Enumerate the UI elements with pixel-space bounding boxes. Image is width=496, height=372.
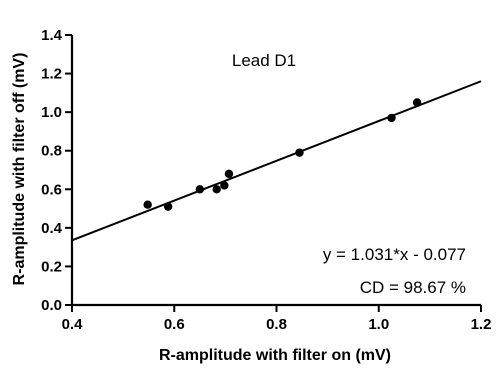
data-point — [163, 202, 173, 211]
y-tick-label: 0.4 — [41, 220, 63, 237]
x-tick-label: 0.6 — [164, 316, 185, 333]
axes — [65, 34, 482, 312]
x-tick-label: 0.4 — [62, 316, 84, 333]
x-tick-label: 1.2 — [471, 316, 492, 333]
y-tick-label: 0.2 — [41, 258, 62, 275]
fit-layer — [71, 80, 482, 242]
y-axis-title: R-amplitude with filter off (mV) — [11, 53, 28, 286]
regression-line — [71, 80, 482, 242]
lead-label: Lead D1 — [232, 51, 296, 70]
data-point — [387, 113, 396, 123]
equation-label: y = 1.031*x - 0.077 — [323, 245, 466, 264]
y-tick-label: 1.4 — [41, 27, 63, 44]
data-point — [143, 200, 152, 209]
x-tick-label: 1.0 — [368, 316, 389, 333]
x-tick-label: 0.8 — [266, 316, 287, 333]
y-tick-label: 0.6 — [41, 181, 62, 198]
data-point — [224, 169, 234, 179]
y-tick-label: 0.0 — [41, 297, 62, 314]
data-point — [220, 181, 229, 190]
y-tick-label: 1.0 — [41, 104, 62, 121]
y-tick-label: 1.2 — [41, 66, 62, 83]
data-point — [412, 98, 422, 107]
labels-layer: 0.4 0.6 0.8 1.0 1.2 0.0 0.2 0.4 0.6 0.8 1.0 1.2 1.4 — [41, 27, 491, 333]
data-point — [212, 185, 221, 194]
points-layer — [143, 98, 422, 211]
data-point — [195, 185, 205, 194]
cd-label: CD = 98.67 % — [360, 278, 466, 297]
data-point — [295, 148, 304, 157]
x-axis-title: R-amplitude with filter on (mV) — [159, 347, 391, 364]
y-tick-label: 0.8 — [41, 143, 62, 160]
